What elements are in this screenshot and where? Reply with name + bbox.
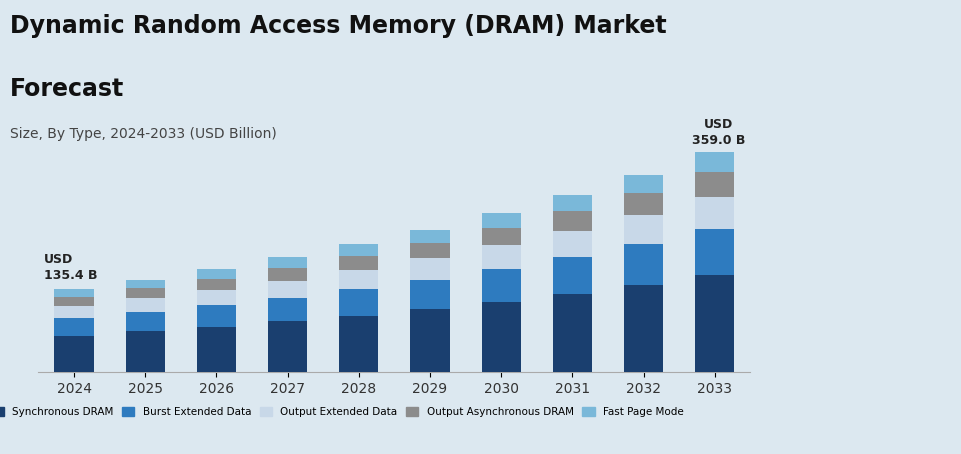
Bar xyxy=(695,275,733,372)
Bar xyxy=(553,211,591,231)
Text: Size, By Type, 2024-2033 (USD Billion): Size, By Type, 2024-2033 (USD Billion) xyxy=(10,127,276,141)
Bar xyxy=(268,257,307,268)
Bar xyxy=(55,336,93,372)
Bar xyxy=(339,270,378,289)
Bar xyxy=(339,256,378,270)
Bar xyxy=(481,228,520,246)
Bar xyxy=(695,229,733,275)
Bar xyxy=(410,242,449,258)
Bar xyxy=(126,312,164,331)
Bar xyxy=(481,213,520,228)
Bar xyxy=(624,215,662,244)
Bar xyxy=(410,309,449,372)
Bar xyxy=(695,197,733,229)
Bar xyxy=(55,297,93,306)
Bar xyxy=(481,269,520,302)
Bar xyxy=(624,193,662,215)
Bar xyxy=(126,331,164,372)
Bar xyxy=(197,269,235,279)
Bar xyxy=(553,294,591,372)
Bar xyxy=(481,302,520,372)
Bar xyxy=(695,152,733,172)
Bar xyxy=(55,318,93,336)
Bar xyxy=(410,258,449,280)
Bar xyxy=(126,280,164,288)
Bar xyxy=(339,316,378,372)
Bar xyxy=(481,246,520,269)
Bar xyxy=(624,285,662,372)
Bar xyxy=(126,298,164,312)
Legend: Synchronous DRAM, Burst Extended Data, Output Extended Data, Output Asynchronous: Synchronous DRAM, Burst Extended Data, O… xyxy=(0,402,687,421)
Bar xyxy=(55,306,93,318)
Bar xyxy=(553,257,591,294)
Bar xyxy=(695,172,733,197)
Bar xyxy=(197,290,235,305)
Text: USD
135.4 B: USD 135.4 B xyxy=(44,253,98,282)
Bar xyxy=(553,195,591,211)
Bar xyxy=(339,289,378,316)
Bar xyxy=(268,298,307,321)
Bar xyxy=(268,268,307,281)
Bar xyxy=(624,175,662,193)
Bar xyxy=(268,321,307,372)
Text: USD
359.0 B: USD 359.0 B xyxy=(691,118,744,148)
Bar xyxy=(197,305,235,326)
Bar xyxy=(339,244,378,256)
Bar xyxy=(126,288,164,298)
Text: Forecast: Forecast xyxy=(10,77,124,101)
Bar xyxy=(197,326,235,372)
Bar xyxy=(410,230,449,242)
Bar xyxy=(624,244,662,285)
Bar xyxy=(55,289,93,297)
Bar xyxy=(410,280,449,309)
Bar xyxy=(553,231,591,257)
Bar xyxy=(197,279,235,290)
Bar xyxy=(268,281,307,298)
Text: Dynamic Random Access Memory (DRAM) Market: Dynamic Random Access Memory (DRAM) Mark… xyxy=(10,14,666,38)
